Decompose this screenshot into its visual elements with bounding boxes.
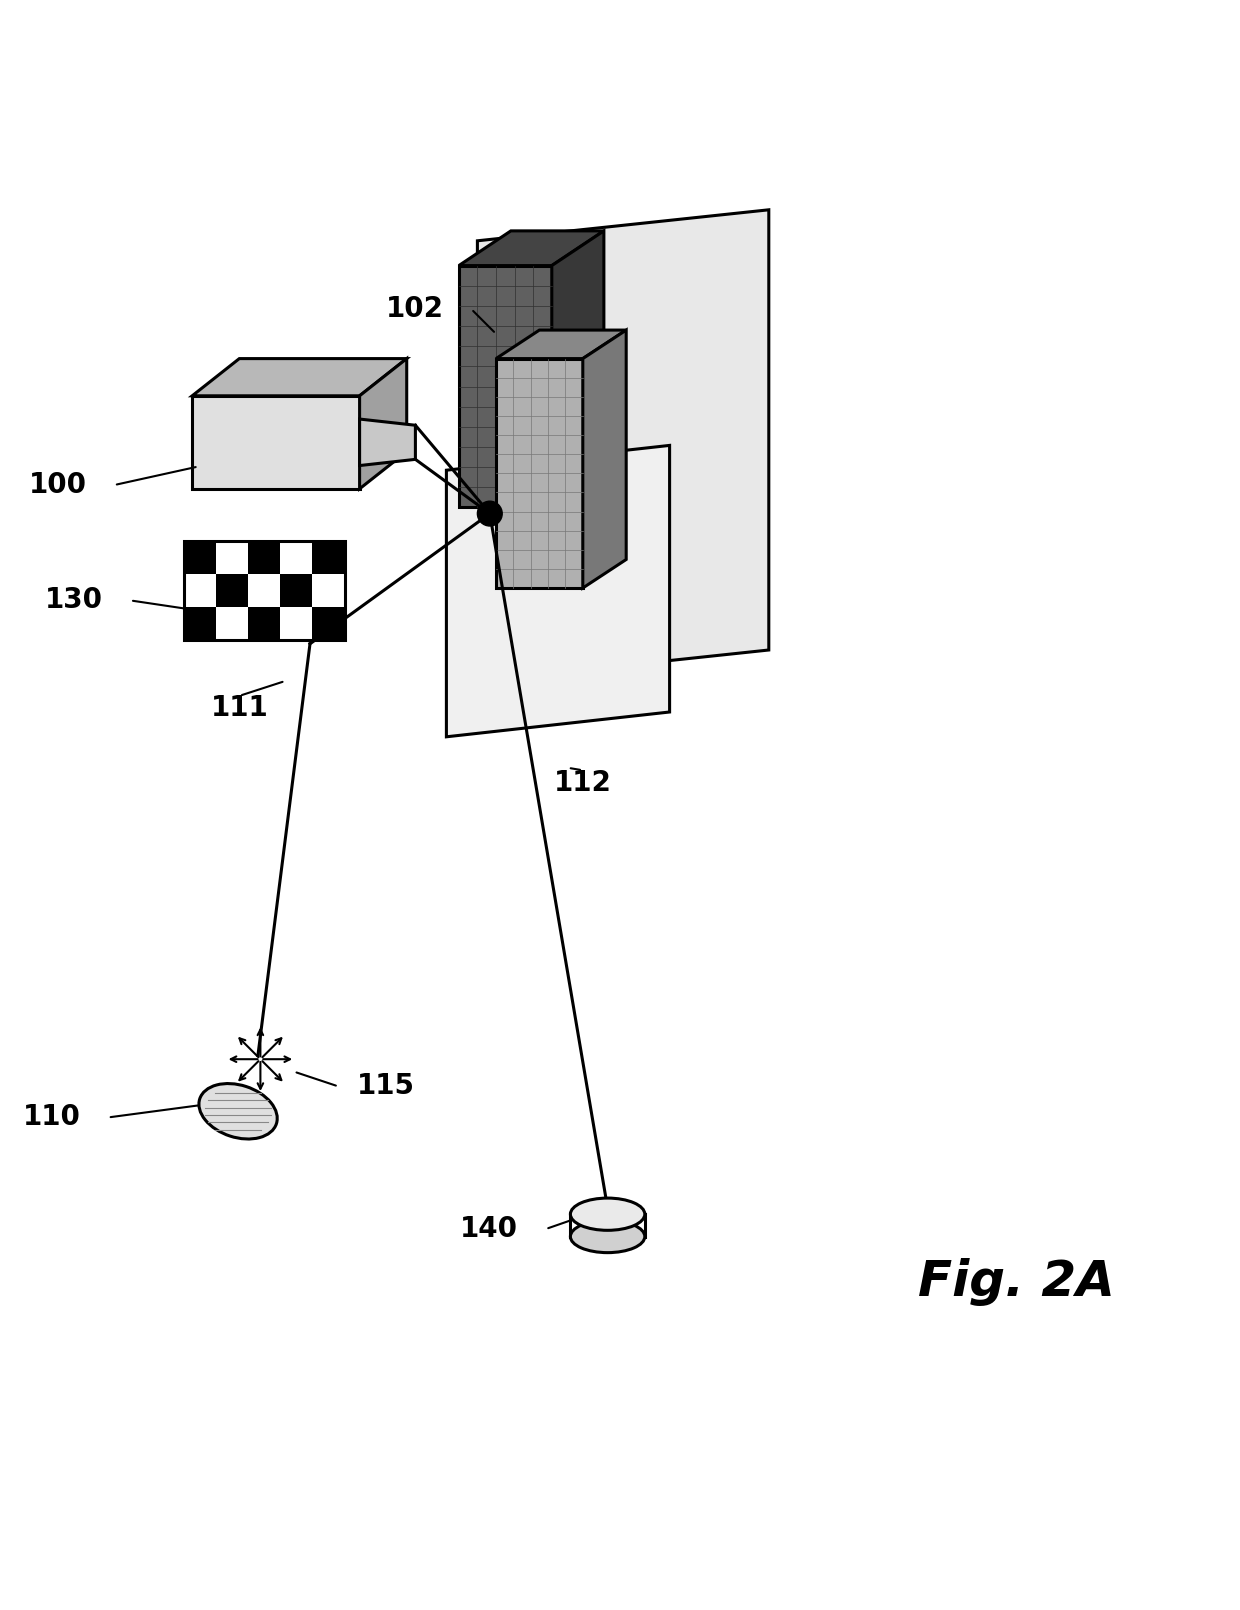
Text: 130: 130 [45, 586, 103, 615]
Polygon shape [459, 266, 552, 507]
Polygon shape [477, 209, 769, 681]
Polygon shape [312, 607, 345, 641]
Polygon shape [446, 446, 670, 737]
Polygon shape [184, 607, 216, 641]
Text: 100: 100 [29, 472, 87, 499]
Text: Fig. 2A: Fig. 2A [919, 1259, 1115, 1306]
Polygon shape [496, 359, 583, 588]
Polygon shape [280, 573, 312, 607]
Text: 112: 112 [554, 768, 611, 797]
Polygon shape [360, 359, 407, 489]
Polygon shape [496, 330, 626, 359]
Ellipse shape [570, 1198, 645, 1230]
Text: 140: 140 [460, 1216, 518, 1243]
Polygon shape [184, 541, 345, 641]
Text: 110: 110 [22, 1103, 81, 1132]
Polygon shape [184, 541, 216, 573]
Polygon shape [583, 330, 626, 588]
Polygon shape [459, 230, 604, 266]
Polygon shape [552, 230, 604, 507]
Polygon shape [216, 573, 248, 607]
Ellipse shape [570, 1220, 645, 1253]
Ellipse shape [198, 1084, 278, 1138]
Text: 115: 115 [357, 1072, 415, 1101]
Polygon shape [192, 396, 360, 489]
Text: 111: 111 [211, 694, 268, 723]
Polygon shape [192, 359, 407, 396]
Polygon shape [248, 607, 280, 641]
Circle shape [477, 501, 502, 526]
Polygon shape [360, 419, 415, 465]
Polygon shape [312, 541, 345, 573]
Polygon shape [248, 541, 280, 573]
Text: 102: 102 [386, 295, 444, 324]
